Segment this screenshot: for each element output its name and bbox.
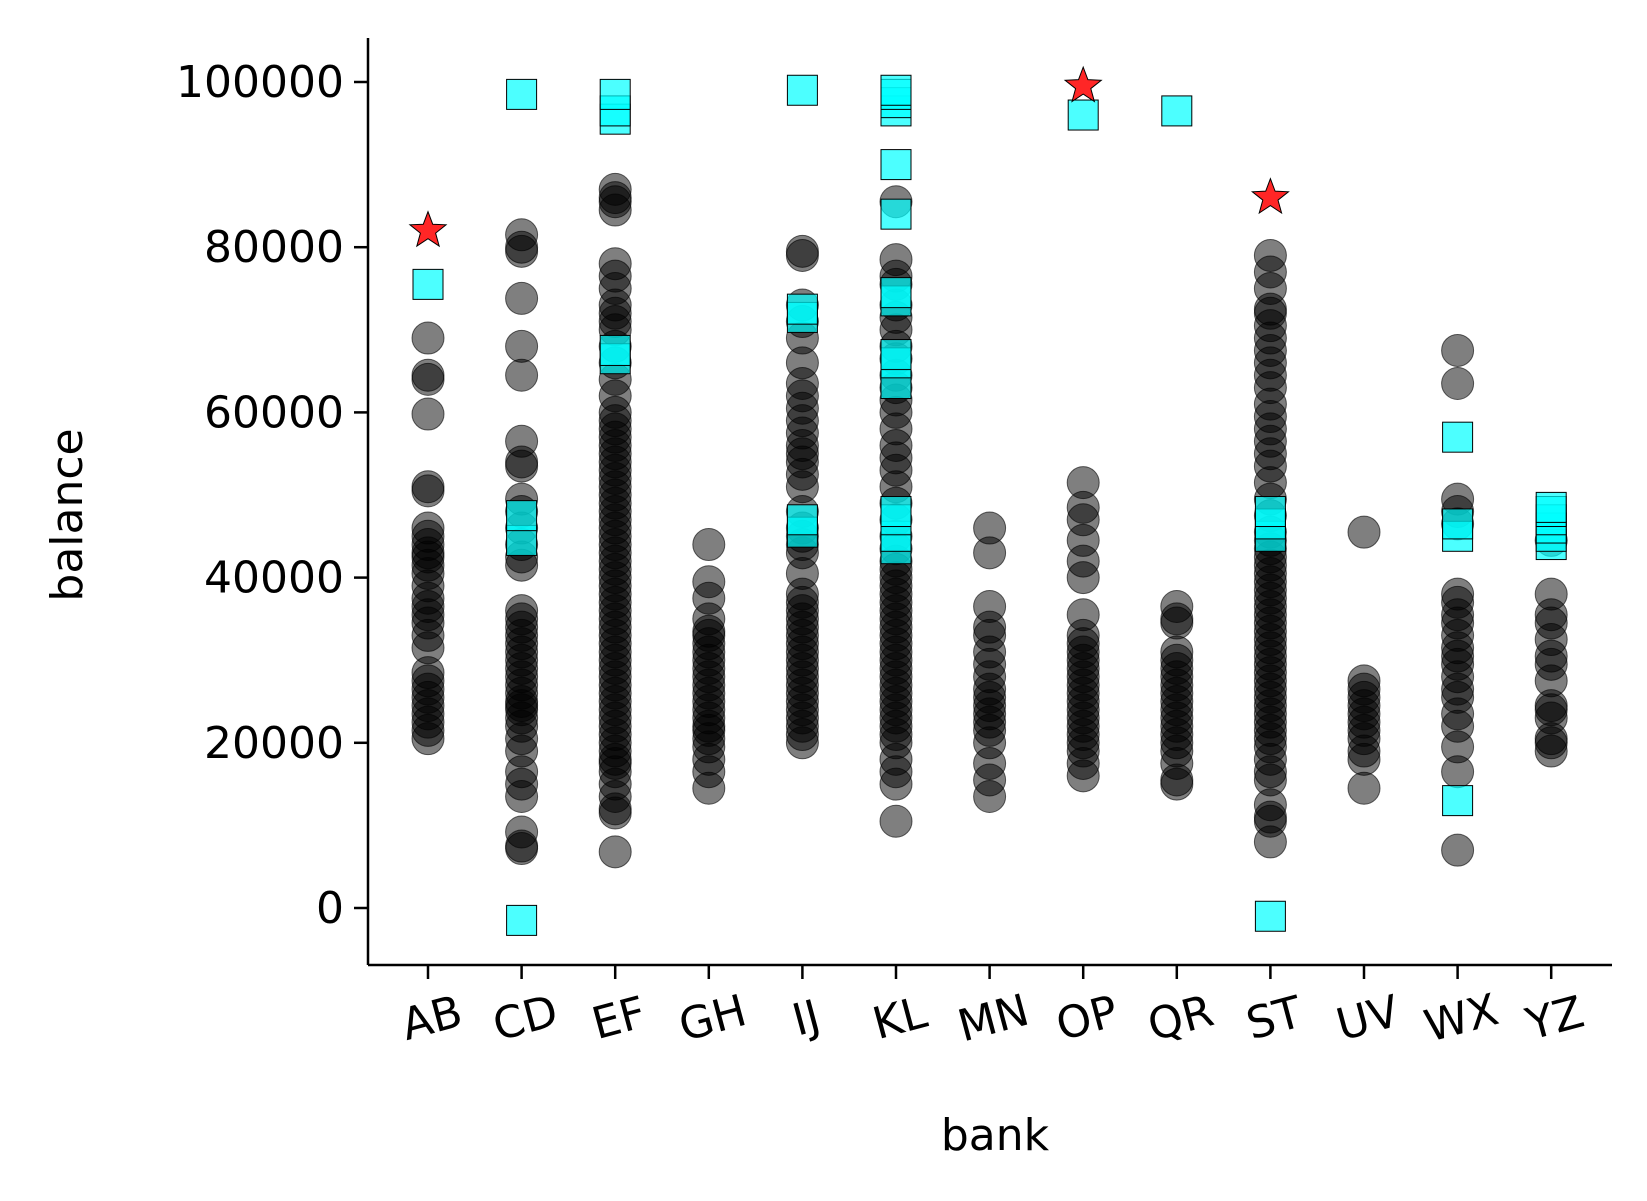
data-point-square — [1161, 95, 1193, 127]
data-point-circle — [1160, 590, 1194, 624]
data-point-square — [786, 504, 818, 536]
data-point-circle — [598, 172, 632, 206]
data-point-square — [1254, 900, 1286, 932]
data-point-square — [880, 74, 912, 106]
data-point-circle — [505, 594, 539, 628]
x-tick-label: QR — [1143, 985, 1219, 1051]
plot-area — [408, 65, 1568, 936]
data-point-square — [880, 339, 912, 371]
data-point-square — [1254, 496, 1286, 528]
y-axis-title: balance — [42, 428, 93, 601]
data-point-circle — [505, 815, 539, 849]
data-point-circle — [973, 590, 1007, 624]
data-point-square — [1067, 99, 1099, 131]
data-point-square — [506, 904, 538, 936]
x-tick-label: KL — [867, 987, 932, 1050]
data-point-circle — [411, 470, 445, 504]
y-tick-label: 80000 — [204, 222, 344, 273]
data-point-circle — [411, 358, 445, 392]
x-axis-title: bank — [941, 1110, 1050, 1161]
x-tick-label: IJ — [787, 991, 825, 1047]
data-point-circle — [1347, 664, 1381, 698]
y-tick-label: 60000 — [204, 387, 344, 438]
data-point-square — [506, 500, 538, 532]
data-point-circle — [1253, 238, 1287, 272]
data-point-square — [599, 334, 631, 366]
x-tick-label: CD — [488, 986, 564, 1052]
y-tick-label: 40000 — [204, 553, 344, 604]
data-point-circle — [411, 397, 445, 431]
data-point-square — [786, 293, 818, 325]
x-tick-label: MN — [953, 985, 1035, 1053]
data-point-circle — [879, 243, 913, 277]
square-markers — [412, 74, 1567, 936]
data-point-square — [506, 78, 538, 110]
data-point-circle — [1066, 598, 1100, 632]
data-point-square — [1442, 785, 1474, 817]
data-point-circle — [411, 321, 445, 355]
data-point-circle — [692, 565, 726, 599]
data-point-square — [786, 74, 818, 106]
data-point-square — [880, 496, 912, 528]
data-point-circle — [973, 511, 1007, 545]
data-point-circle — [505, 329, 539, 363]
circle-markers — [411, 172, 1568, 869]
x-tick-label: AB — [396, 986, 467, 1051]
data-point-circle — [1441, 833, 1475, 867]
data-point-square — [599, 78, 631, 110]
data-point-square — [880, 149, 912, 181]
data-point-circle — [1534, 577, 1568, 611]
data-point-square — [1442, 421, 1474, 453]
data-point-star — [1063, 65, 1103, 103]
data-point-circle — [1066, 466, 1100, 500]
x-tick-label: OP — [1051, 986, 1123, 1051]
data-point-square — [412, 268, 444, 300]
data-point-circle — [692, 528, 726, 562]
data-point-square — [880, 277, 912, 309]
data-point-square — [880, 198, 912, 230]
data-point-circle — [598, 835, 632, 869]
data-point-circle — [505, 281, 539, 315]
x-tick-label: UV — [1331, 986, 1404, 1051]
y-tick-label: 0 — [316, 883, 344, 934]
x-tick-label: YZ — [1520, 987, 1589, 1051]
data-point-circle — [505, 218, 539, 252]
data-point-circle — [411, 511, 445, 545]
data-point-circle — [1347, 515, 1381, 549]
data-point-circle — [1347, 771, 1381, 805]
data-point-circle — [505, 358, 539, 392]
y-axis-ticks: 0 20000 40000 60000 80000 100000 — [176, 57, 368, 934]
data-point-circle — [598, 247, 632, 281]
data-point-circle — [1441, 577, 1475, 611]
data-point-star — [1250, 177, 1290, 215]
x-tick-label: ST — [1241, 987, 1307, 1050]
data-point-square — [1442, 508, 1474, 540]
data-point-circle — [505, 424, 539, 458]
data-point-star — [408, 210, 448, 248]
data-point-circle — [879, 804, 913, 838]
data-point-circle — [1441, 366, 1475, 400]
x-tick-label: GH — [674, 985, 752, 1052]
x-tick-label: WX — [1419, 984, 1503, 1052]
y-tick-label: 20000 — [204, 718, 344, 769]
data-point-circle — [1160, 635, 1194, 669]
y-tick-label: 100000 — [176, 57, 344, 108]
data-point-circle — [785, 234, 819, 268]
x-tick-label: EF — [587, 987, 651, 1050]
star-markers — [408, 65, 1290, 248]
data-point-square — [1535, 491, 1567, 523]
data-point-circle — [1441, 333, 1475, 367]
x-axis-ticks: AB CD EF GH IJ KL MN OP QR ST UV WX YZ — [396, 965, 1589, 1053]
